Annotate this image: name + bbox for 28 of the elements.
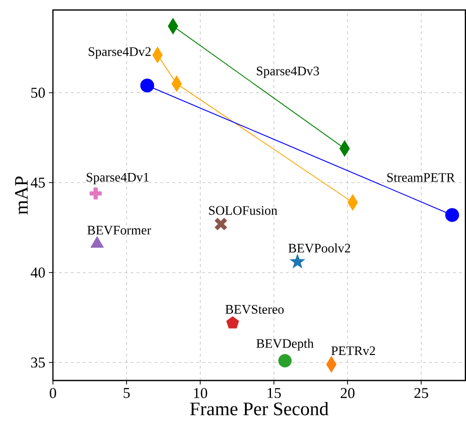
point	[226, 316, 240, 328]
y-tick-label: 45	[30, 177, 45, 188]
point	[140, 78, 154, 92]
series-label: Sparse4Dv1	[86, 172, 149, 184]
x-tick-label: 5	[124, 388, 130, 398]
series-label: SOLOFusion	[209, 206, 278, 215]
x-tick-label: 20	[340, 388, 354, 398]
x-axis-title: Frame Per Second	[190, 402, 328, 416]
y-axis-title: mAP	[15, 176, 28, 214]
series-label: PETRv2	[331, 346, 375, 355]
series-label: BEVDepth	[256, 338, 314, 350]
point	[278, 354, 292, 368]
series-label: Sparse4Dv3	[256, 66, 319, 78]
point	[290, 253, 306, 268]
series-label: Sparse4Dv2	[88, 47, 151, 58]
series-label: BEVFormer	[87, 226, 152, 234]
point	[214, 216, 228, 231]
series-label: StreamPETR	[387, 172, 455, 182]
x-tick-label: 0	[50, 388, 56, 398]
y-tick-label: 35	[31, 357, 45, 368]
y-tick-label: 40	[30, 267, 45, 278]
point	[445, 208, 460, 222]
y-tick-label: 50	[31, 87, 45, 98]
x-tick-label: 10	[194, 388, 208, 398]
series-label: BEVPoolv2	[288, 243, 350, 252]
x-tick-label: 15	[268, 388, 281, 398]
series-label: BEVStereo	[225, 304, 284, 314]
x-tick-label: 25	[414, 388, 428, 398]
